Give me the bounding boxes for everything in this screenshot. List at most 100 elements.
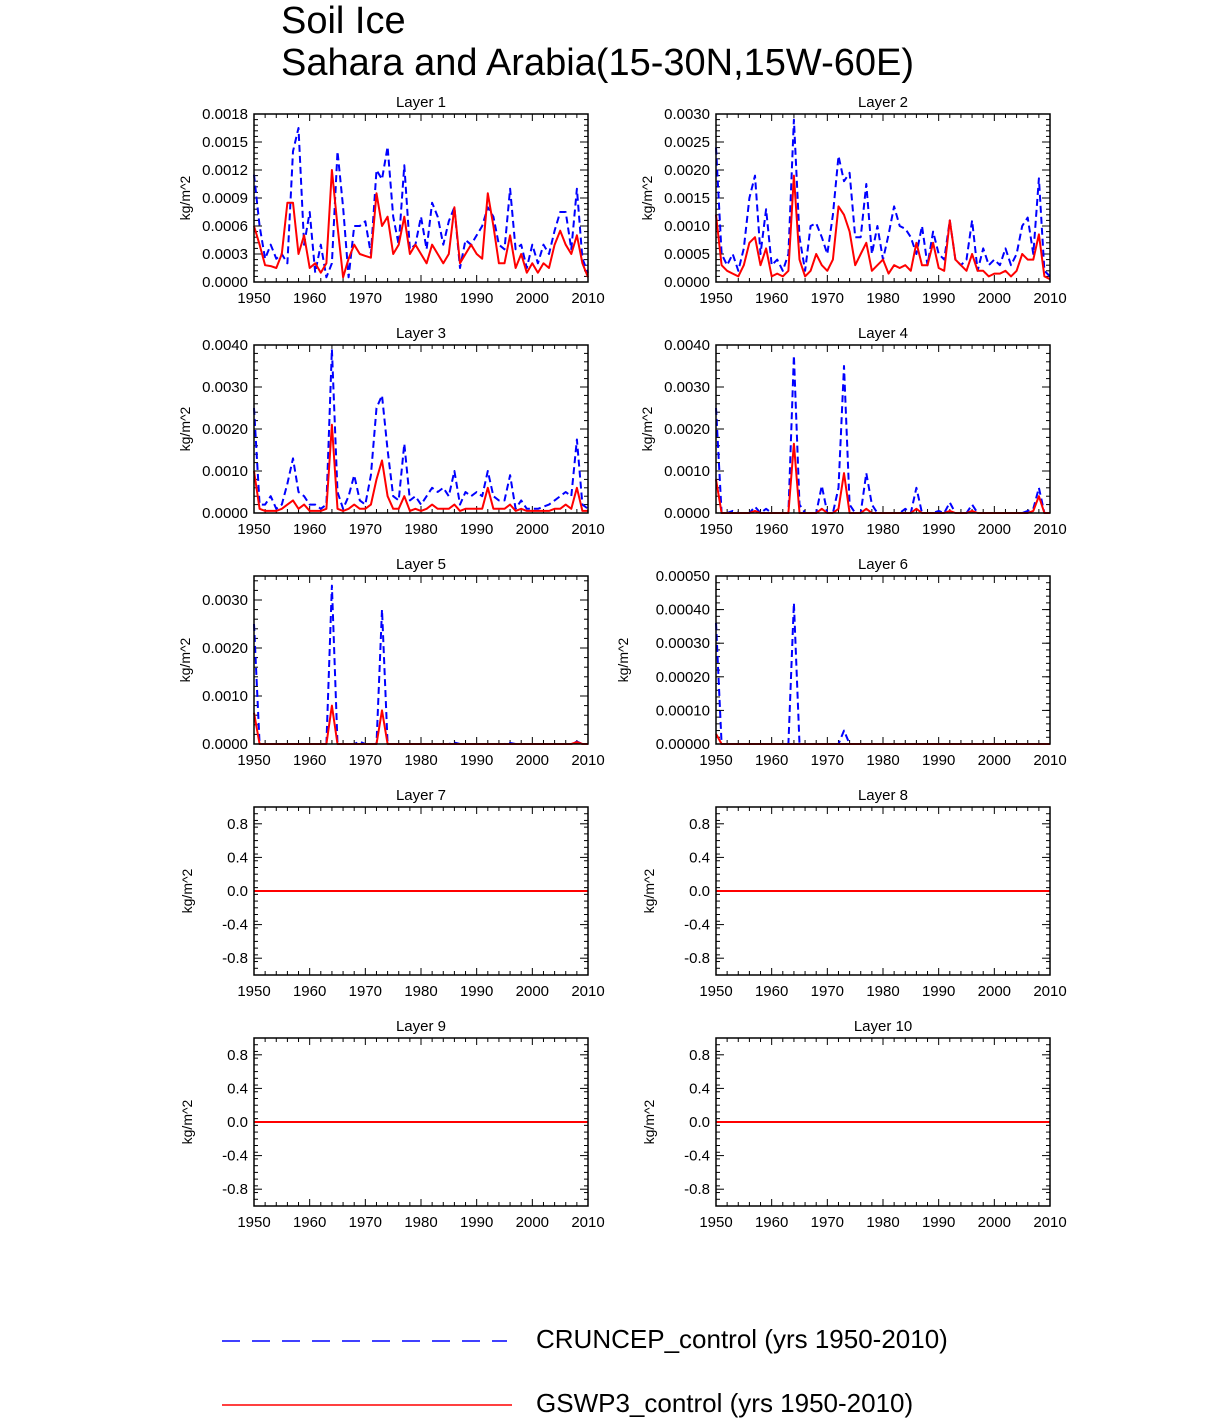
y-tick-label: -0.8	[684, 950, 710, 967]
y-tick-label: -0.4	[222, 1148, 248, 1165]
y-axis-label: kg/m^2	[177, 406, 193, 451]
y-tick-label: 0.0000	[202, 736, 248, 753]
y-tick-label: 0.0030	[202, 592, 248, 609]
plot-frame	[253, 806, 589, 976]
x-tick-label: 1980	[404, 521, 437, 538]
y-tick-label: 0.0040	[664, 337, 710, 354]
y-tick-label: 0.00040	[656, 602, 710, 619]
x-tick-label: 1980	[404, 1214, 437, 1231]
x-tick-label: 1960	[755, 1214, 788, 1231]
y-tick-label: 0.0010	[664, 218, 710, 235]
x-tick-label: 2010	[571, 521, 604, 538]
y-tick-label: 0.0000	[664, 274, 710, 291]
x-tick-label: 2010	[571, 290, 604, 307]
x-tick-label: 1980	[404, 752, 437, 769]
x-tick-label: 1990	[460, 1214, 493, 1231]
panel-title: Layer 4	[858, 325, 908, 342]
x-tick-label: 1990	[460, 290, 493, 307]
y-tick-label: 0.4	[227, 849, 248, 866]
x-tick-label: 1970	[811, 752, 844, 769]
x-tick-label: 2000	[978, 752, 1011, 769]
x-tick-label: 1980	[866, 521, 899, 538]
figure-title: Soil Ice Sahara and Arabia(15-30N,15W-60…	[281, 0, 914, 84]
x-tick-label: 2010	[1033, 983, 1066, 1000]
x-tick-label: 1950	[237, 752, 270, 769]
x-tick-label: 1960	[293, 1214, 326, 1231]
x-tick-label: 1980	[866, 752, 899, 769]
y-axis-label: kg/m^2	[177, 175, 193, 220]
plot-frame	[715, 806, 1051, 976]
y-tick-label: 0.0030	[664, 106, 710, 123]
chart-panel-6: Layer 6 kg/m^2 1950 1960 1970 1980 1990 2000 201…	[615, 556, 1067, 769]
x-tick-label: 1950	[699, 521, 732, 538]
y-tick-label: 0.0010	[202, 463, 248, 480]
plot-frame	[715, 1037, 1051, 1207]
y-tick-label: 0.0005	[664, 246, 710, 263]
y-tick-label: -0.8	[684, 1181, 710, 1198]
chart-panel-10: Layer 10 kg/m^2 1950 1960 1970 1980 1990 2000 20…	[641, 1018, 1067, 1231]
y-tick-label: 0.8	[227, 1047, 248, 1064]
y-axis-label: kg/m^2	[179, 1099, 195, 1144]
panel-title: Layer 7	[396, 787, 446, 804]
y-tick-label: 0.0020	[664, 421, 710, 438]
y-tick-label: 0.0000	[664, 505, 710, 522]
x-tick-label: 2000	[978, 1214, 1011, 1231]
x-tick-label: 1970	[811, 290, 844, 307]
x-tick-label: 1980	[866, 983, 899, 1000]
y-axis-label: kg/m^2	[179, 868, 195, 913]
x-tick-label: 1950	[699, 290, 732, 307]
panel-title: Layer 1	[396, 94, 446, 111]
series-line-gswp3-control	[715, 174, 1051, 281]
x-tick-label: 2010	[1033, 1214, 1066, 1231]
x-tick-label: 1960	[755, 983, 788, 1000]
y-tick-label: 0.00050	[656, 568, 710, 585]
x-tick-label: 2000	[978, 290, 1011, 307]
y-tick-label: 0.00020	[656, 669, 710, 686]
x-tick-label: 1950	[237, 521, 270, 538]
y-tick-label: 0.0015	[664, 190, 710, 207]
plot-frame	[715, 113, 1051, 283]
y-tick-label: -0.4	[684, 1148, 710, 1165]
y-tick-label: 0.0003	[202, 246, 248, 263]
y-tick-label: 0.4	[689, 1080, 710, 1097]
y-tick-label: 0.0020	[202, 421, 248, 438]
x-tick-label: 1960	[293, 521, 326, 538]
legend-item-gswp3: GSWP3_control (yrs 1950-2010)	[222, 1388, 1122, 1428]
x-tick-label: 1990	[460, 521, 493, 538]
x-tick-label: 1970	[349, 983, 382, 1000]
y-axis-label: kg/m^2	[639, 406, 655, 451]
x-tick-label: 2010	[1033, 752, 1066, 769]
y-tick-label: 0.0010	[664, 463, 710, 480]
y-tick-label: 0.0000	[202, 505, 248, 522]
x-tick-label: 1980	[404, 290, 437, 307]
x-tick-label: 1950	[699, 752, 732, 769]
y-tick-label: 0.00030	[656, 635, 710, 652]
x-tick-label: 1960	[755, 290, 788, 307]
y-tick-label: 0.0040	[202, 337, 248, 354]
x-tick-label: 1990	[922, 1214, 955, 1231]
chart-panel-5: Layer 5 kg/m^2 1950 1960 1970 1980 1990 2000 201…	[177, 556, 605, 769]
chart-panel-4: Layer 4 kg/m^2 1950 1960 1970 1980 1990 2000 201…	[639, 325, 1067, 538]
chart-panel-7: Layer 7 kg/m^2 1950 1960 1970 1980 1990 2000 201…	[179, 787, 605, 1000]
x-tick-label: 2010	[1033, 290, 1066, 307]
x-tick-label: 2000	[516, 1214, 549, 1231]
chart-panel-9: Layer 9 kg/m^2 1950 1960 1970 1980 1990 2000 201…	[179, 1018, 605, 1231]
y-axis-label: kg/m^2	[641, 1099, 657, 1144]
y-tick-label: 0.0010	[202, 688, 248, 705]
x-tick-label: 1960	[755, 752, 788, 769]
y-tick-label: 0.0030	[664, 379, 710, 396]
y-tick-label: 0.0020	[202, 640, 248, 657]
x-tick-label: 2000	[516, 983, 549, 1000]
chart-panel-3: Layer 3 kg/m^2 1950 1960 1970 1980 1990 2000 201…	[177, 325, 605, 538]
y-tick-label: 0.0	[689, 883, 710, 900]
panel-title: Layer 10	[854, 1018, 912, 1035]
x-tick-label: 1970	[349, 1214, 382, 1231]
y-axis-label: kg/m^2	[615, 637, 631, 682]
y-tick-label: -0.8	[222, 950, 248, 967]
legend-label-gswp3: GSWP3_control (yrs 1950-2010)	[536, 1388, 914, 1418]
x-tick-label: 1990	[460, 752, 493, 769]
x-tick-label: 2000	[978, 521, 1011, 538]
x-tick-label: 2010	[1033, 521, 1066, 538]
y-axis-label: kg/m^2	[639, 175, 655, 220]
plot-frame	[715, 344, 1051, 514]
